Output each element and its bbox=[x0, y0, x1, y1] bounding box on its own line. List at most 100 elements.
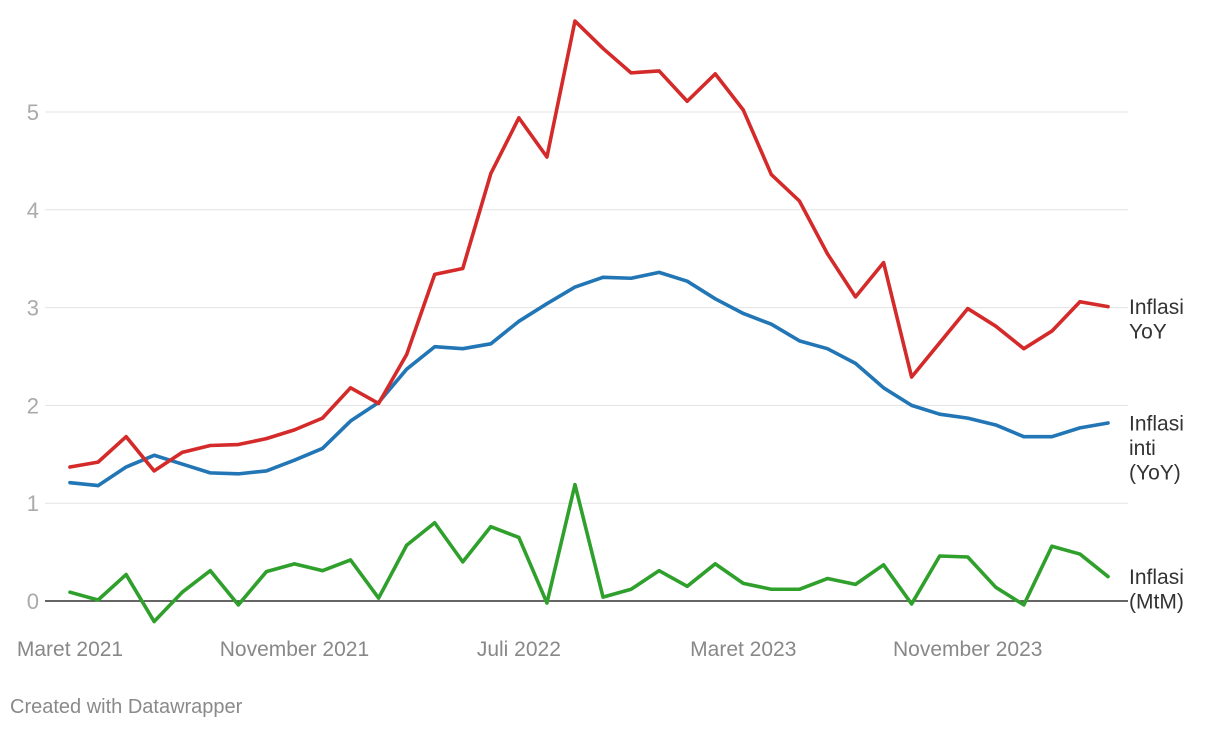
data-point bbox=[825, 576, 830, 581]
data-point bbox=[461, 266, 465, 271]
data-point bbox=[489, 342, 493, 346]
data-point bbox=[797, 199, 802, 203]
data-point bbox=[938, 412, 942, 416]
y-tick-label: 5 bbox=[27, 100, 39, 125]
series-label: Inflasi YoY bbox=[1129, 296, 1190, 344]
data-point bbox=[236, 442, 240, 447]
data-point bbox=[1106, 305, 1110, 309]
x-tick-label: Juli 2022 bbox=[477, 638, 561, 661]
data-point bbox=[348, 558, 353, 562]
data-point bbox=[1050, 435, 1054, 439]
data-point bbox=[853, 582, 858, 586]
data-point bbox=[601, 595, 605, 599]
data-point bbox=[208, 569, 212, 573]
data-point bbox=[180, 590, 184, 594]
series-label-line: YoY bbox=[1129, 321, 1167, 344]
data-point bbox=[797, 339, 802, 343]
data-point bbox=[348, 419, 353, 423]
data-point bbox=[124, 435, 128, 439]
data-point bbox=[769, 587, 773, 591]
data-point bbox=[881, 386, 886, 390]
data-point bbox=[881, 563, 886, 567]
data-point bbox=[1078, 552, 1082, 556]
data-point bbox=[376, 401, 381, 406]
series-label-line: Inflasi bbox=[1129, 413, 1184, 436]
data-point bbox=[124, 465, 128, 469]
series-label: Inflasi inti (YoY) bbox=[1129, 413, 1190, 485]
data-point bbox=[966, 306, 970, 311]
data-point bbox=[545, 601, 549, 605]
x-axis-tick-labels: Maret 2021 November 2021 Juli 2022 Maret 20… bbox=[17, 638, 1043, 661]
y-axis-tick-labels: 0 1 2 3 4 5 bbox=[27, 100, 39, 614]
data-point bbox=[236, 472, 240, 476]
series-line bbox=[68, 270, 1110, 488]
data-point bbox=[264, 469, 268, 473]
data-point bbox=[405, 367, 409, 371]
x-tick-label: November 2021 bbox=[220, 638, 369, 661]
data-point bbox=[910, 602, 914, 606]
y-tick-label: 1 bbox=[27, 491, 39, 516]
data-point bbox=[1022, 347, 1026, 351]
data-point bbox=[853, 361, 858, 365]
data-point bbox=[769, 322, 773, 326]
data-point bbox=[68, 590, 72, 594]
series-label-line: Inflasi bbox=[1129, 296, 1184, 319]
data-point bbox=[629, 71, 633, 75]
series-label-line: inti bbox=[1129, 437, 1156, 460]
data-point bbox=[573, 19, 577, 23]
data-point bbox=[685, 99, 689, 103]
data-point bbox=[545, 302, 549, 306]
data-point bbox=[405, 352, 409, 357]
data-point bbox=[629, 587, 633, 591]
data-point bbox=[1050, 544, 1054, 548]
data-point bbox=[910, 403, 914, 407]
series-lines bbox=[68, 19, 1110, 624]
data-point bbox=[825, 252, 830, 256]
data-point bbox=[601, 46, 605, 51]
data-point bbox=[320, 416, 325, 420]
data-point bbox=[545, 155, 549, 159]
data-point bbox=[433, 521, 437, 525]
data-point bbox=[938, 341, 942, 345]
data-point bbox=[180, 450, 184, 454]
data-point bbox=[320, 569, 325, 573]
data-point bbox=[264, 570, 268, 574]
x-tick-label: Maret 2023 bbox=[690, 638, 796, 661]
data-point bbox=[657, 69, 661, 73]
data-point bbox=[1078, 426, 1082, 430]
data-point bbox=[994, 423, 998, 427]
data-point bbox=[629, 276, 633, 280]
data-point bbox=[1022, 435, 1026, 439]
data-point bbox=[292, 562, 297, 566]
data-point bbox=[910, 375, 914, 379]
data-point bbox=[685, 584, 689, 588]
data-point bbox=[489, 172, 493, 176]
data-point bbox=[1106, 421, 1110, 425]
series-line bbox=[68, 19, 1110, 473]
data-point bbox=[208, 471, 212, 475]
data-point bbox=[994, 324, 998, 328]
series-label-line: (MtM) bbox=[1129, 591, 1184, 614]
data-point bbox=[769, 172, 773, 177]
data-point bbox=[741, 581, 745, 585]
data-point bbox=[96, 483, 100, 488]
data-point bbox=[685, 279, 689, 283]
data-point bbox=[713, 562, 717, 566]
data-point bbox=[152, 619, 156, 624]
series-label-line: (YoY) bbox=[1129, 462, 1181, 485]
data-point bbox=[601, 275, 605, 279]
data-point bbox=[68, 481, 72, 485]
data-point bbox=[320, 446, 325, 451]
data-point bbox=[713, 72, 717, 76]
data-point bbox=[741, 108, 745, 112]
data-point bbox=[517, 319, 521, 323]
data-point bbox=[657, 270, 661, 274]
data-point bbox=[68, 465, 72, 469]
data-point bbox=[348, 386, 353, 390]
data-point bbox=[1106, 574, 1110, 579]
data-point bbox=[938, 554, 942, 558]
datawrapper-credit-link[interactable]: Created with Datawrapper bbox=[10, 696, 243, 718]
